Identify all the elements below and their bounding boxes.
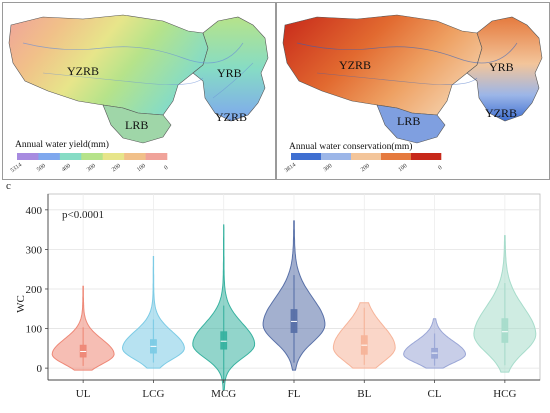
map-a-label-lrb: LRB (125, 118, 148, 132)
map-a-label-yzrb: YZRB (67, 64, 99, 78)
legend-a-tick-label: 100 (136, 163, 147, 173)
y-axis-label: WC (15, 295, 27, 313)
legend-b-tick-label: 3814 (284, 162, 297, 174)
panel-c-letter: c (6, 180, 11, 192)
map-b-label-lrb: LRB (397, 114, 420, 128)
y-tick-label: 300 (26, 244, 43, 256)
map-a-west-basin (8, 14, 209, 116)
water-conservation-map: YZRB YRB LRB YZRB Annual water conservat… (282, 14, 543, 174)
legend-b-swatch (411, 153, 442, 160)
y-tick-label: 100 (26, 324, 43, 336)
legend-a-swatch (38, 153, 61, 160)
legend-a-tick-label: 0 (163, 165, 169, 172)
legend-b-swatch (321, 153, 352, 160)
legend-b-tick-label: 0 (437, 165, 443, 172)
map-b-label-yzrb: YZRB (339, 58, 371, 72)
p-value-annotation: p<0.0001 (62, 209, 104, 221)
x-tick-label: MCG (211, 388, 236, 400)
map-b-west-basin (282, 14, 483, 116)
legend-b-swatch (351, 153, 382, 160)
y-tick-label: 0 (37, 363, 43, 375)
legend-a-title: Annual water yield(mm) (15, 139, 109, 150)
legend-a-swatch (124, 153, 146, 160)
legend-a-tick-label: 300 (86, 163, 97, 173)
map-a-east-basin (192, 16, 269, 122)
y-tick-label: 400 (26, 205, 43, 217)
legend-a-swatch (102, 153, 125, 160)
x-tick-label: FL (288, 388, 301, 400)
violin-layer (51, 220, 537, 391)
map-b-label-yzrb-east: YZRB (485, 106, 517, 120)
y-tick-label: 200 (26, 284, 43, 296)
panel-b-map: YZRB YRB LRB YZRB Annual water conservat… (276, 2, 550, 180)
map-b-lrb (376, 104, 446, 144)
map-b-east-basin (466, 16, 543, 122)
axis-layer: 0 100 200 300 400 UL LCG MCG FL BL CL HCG (26, 194, 540, 400)
x-tick-label: CL (428, 388, 442, 400)
map-a-label-yzrb-east: YZRB (215, 110, 247, 124)
legend-a-swatch (59, 153, 82, 160)
x-tick-label: UL (76, 388, 91, 400)
violin-chart: 0 100 200 300 400 UL LCG MCG FL BL CL HCG WC p<0.00… (15, 193, 541, 400)
x-tick-label: LCG (142, 388, 164, 400)
map-b-label-yrb: YRB (489, 60, 514, 74)
panel-a-map: YZRB YRB LRB YZRB Annual water yield(mm)… (2, 2, 276, 180)
x-tick-label: HCG (493, 388, 516, 400)
legend-a-tick-label: 400 (61, 163, 72, 173)
legend-a-bar: 5314 500 400 300 200 100 0 (10, 153, 169, 174)
x-tick-label: BL (357, 388, 371, 400)
violin-box (501, 318, 509, 343)
legend-b-tick-label: 100 (398, 163, 409, 173)
legend-a-swatch (81, 153, 104, 160)
map-a-label-yrb: YRB (217, 66, 242, 80)
legend-b-swatch (381, 153, 412, 160)
violin-box (220, 331, 228, 350)
legend-b-tick-label: 200 (360, 163, 371, 173)
legend-a-swatch (17, 153, 39, 160)
legend-a-tick-label: 500 (36, 163, 47, 173)
legend-b-tick-label: 300 (323, 163, 334, 173)
legend-a-tick-label: 5314 (10, 162, 23, 174)
legend-a-swatch (145, 153, 168, 160)
map-a-lrb (102, 104, 172, 144)
legend-b-bar: 3814 300 200 100 0 (284, 153, 443, 174)
legend-a-tick-label: 200 (111, 163, 122, 173)
water-yield-map: YZRB YRB LRB YZRB Annual water yield(mm)… (8, 14, 269, 174)
legend-b-swatch (291, 153, 322, 160)
violin-lcg (121, 256, 185, 369)
legend-b-title: Annual water conservation(mm) (289, 141, 412, 152)
